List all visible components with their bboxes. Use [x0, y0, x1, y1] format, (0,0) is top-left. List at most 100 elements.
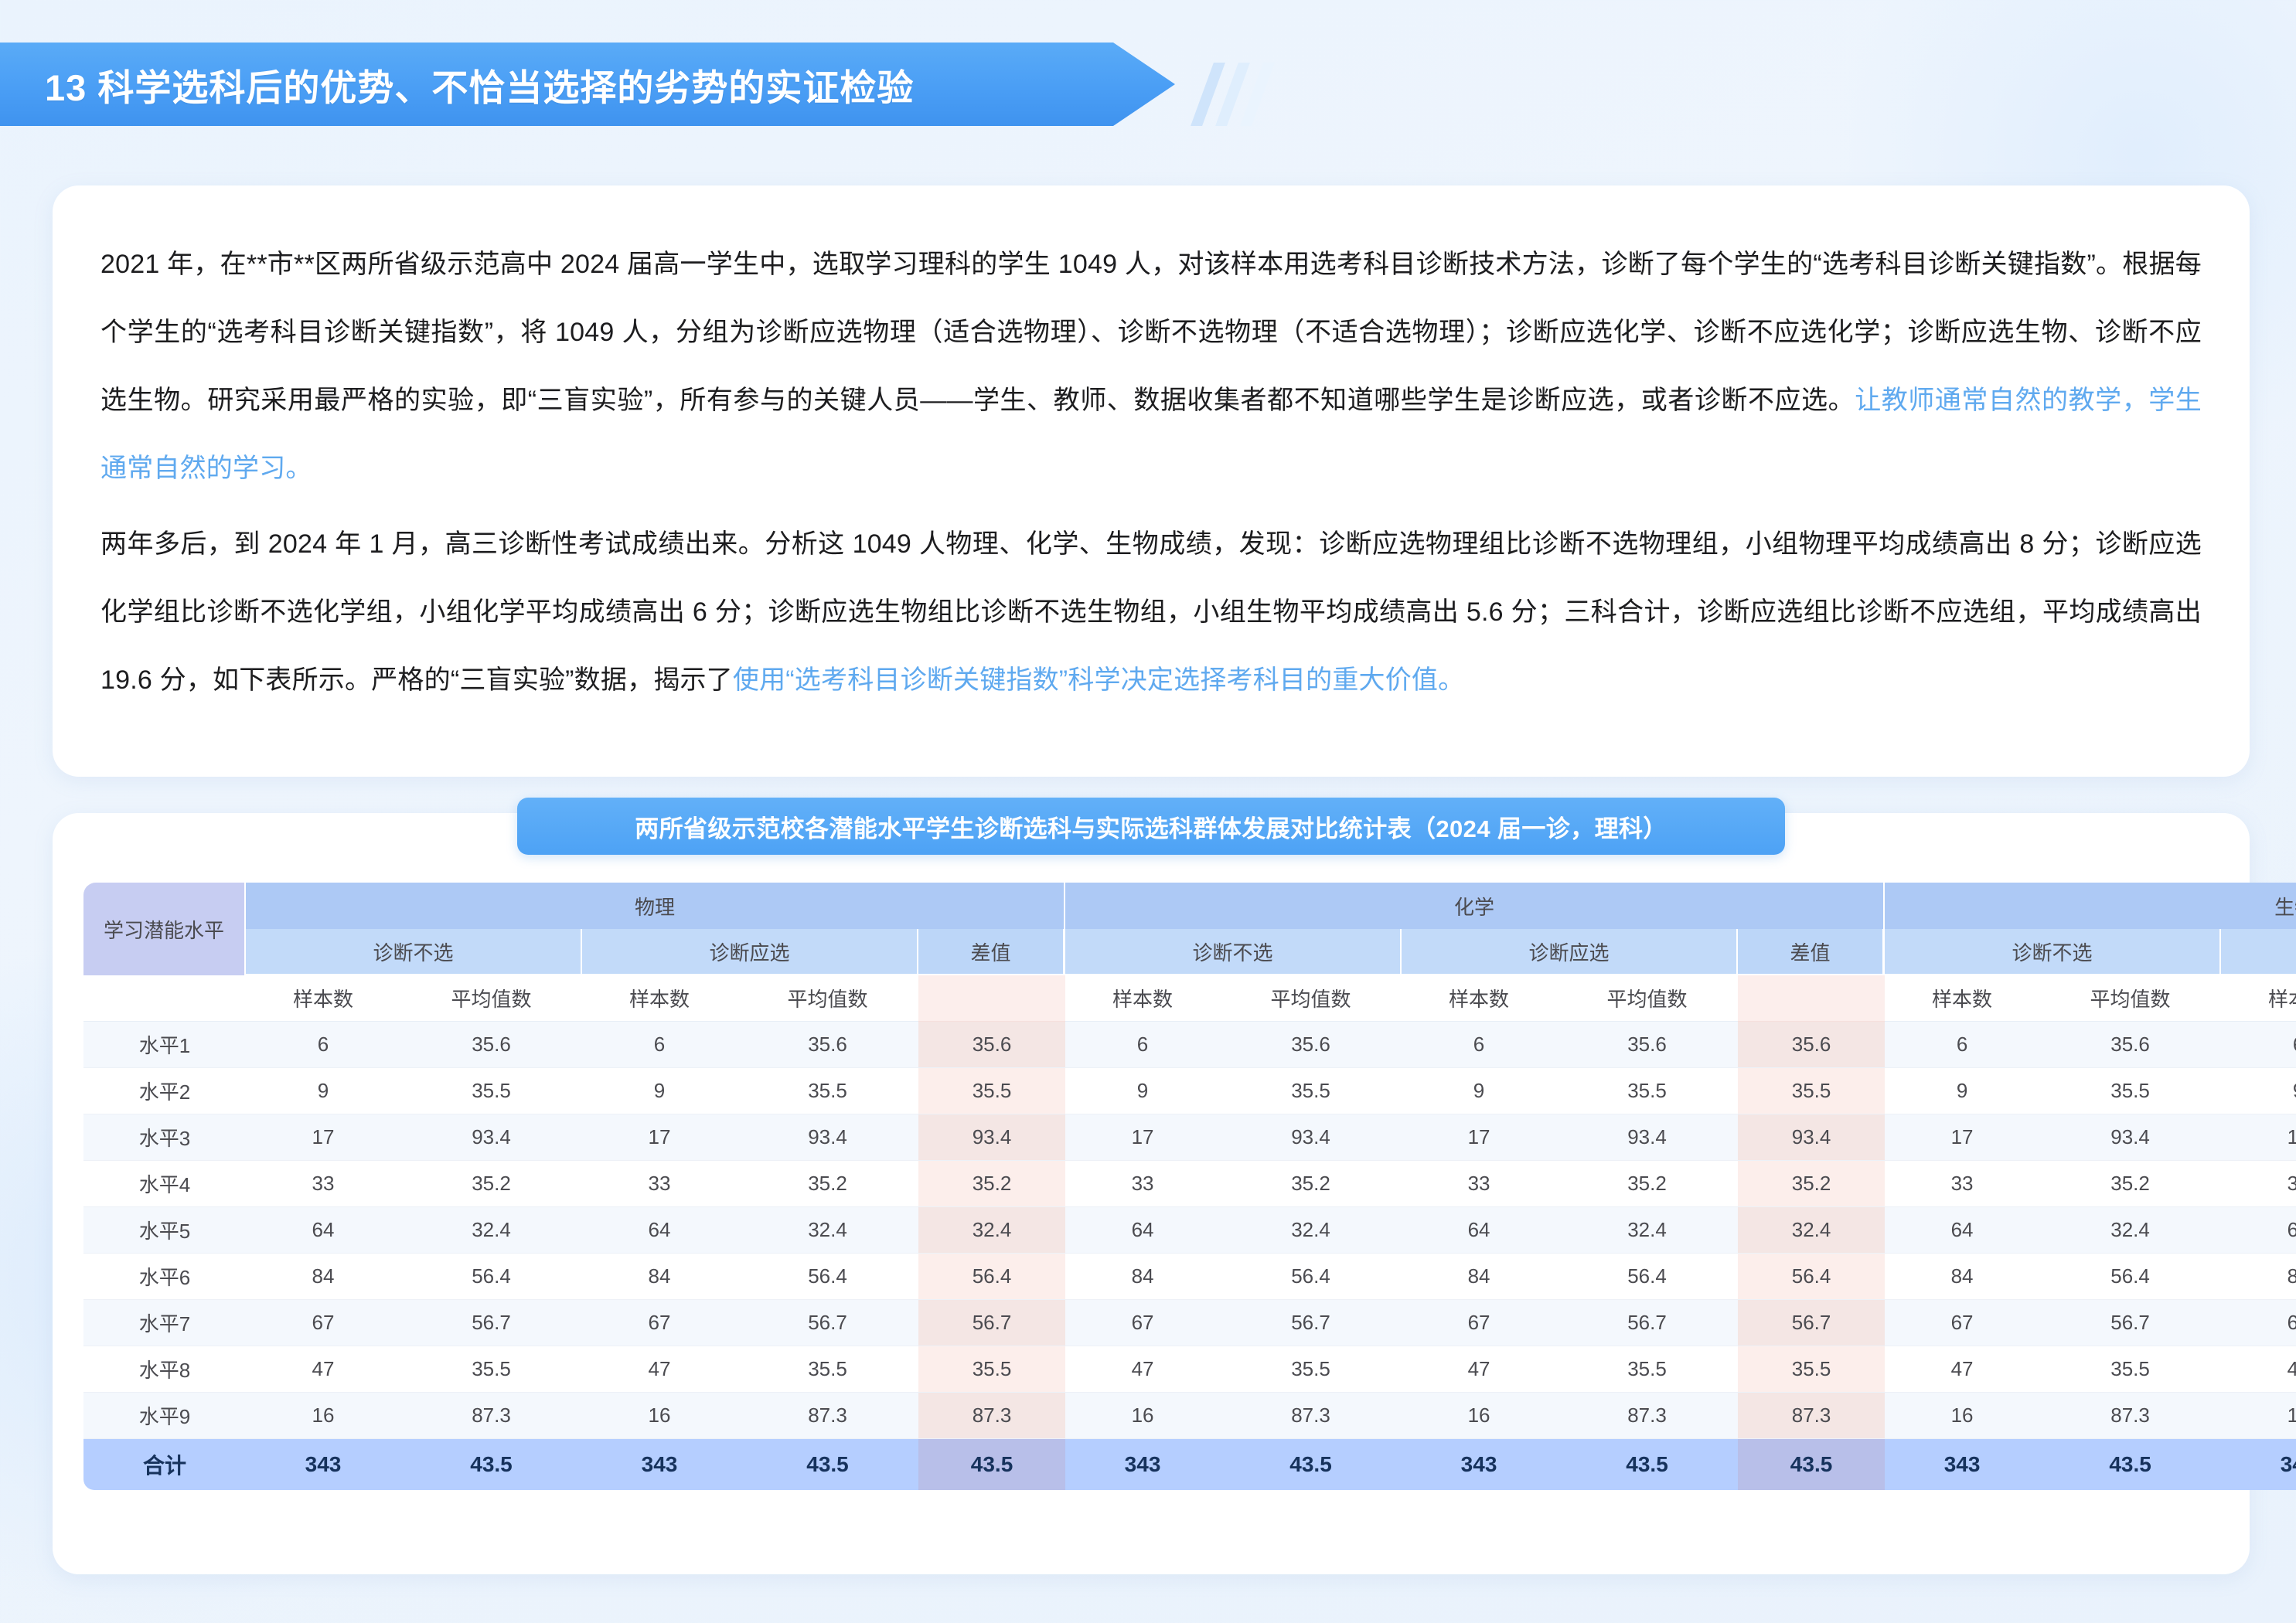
cell-physics-sel-average: 35.5	[737, 1068, 918, 1114]
header-metric-physics-diff-blank	[918, 975, 1066, 1022]
cell-chemistry-nosel-average: 93.4	[1220, 1114, 1402, 1161]
paragraph-2-text: 两年多后，到 2024 年 1 月，高三诊断性考试成绩出来。分析这 1049 人…	[100, 529, 2202, 695]
row-level-label: 水平1	[83, 1022, 246, 1068]
cell-chemistry-sel-count: 47	[1402, 1346, 1557, 1393]
cell-physics-sel-count: 33	[582, 1161, 737, 1207]
cell-physics-sel-count: 17	[582, 1114, 737, 1161]
cell-physics-nosel-average: 35.2	[400, 1161, 582, 1207]
table-row: 水平1635.6635.635.6635.6635.635.6635.6635.…	[83, 1022, 2296, 1068]
cell-chemistry-difference: 93.4	[1738, 1114, 1886, 1161]
cell-biology-nosel-count: 343	[1885, 1439, 2040, 1490]
cell-chemistry-sel-average: 93.4	[1556, 1114, 1739, 1161]
header-group-chemistry-difference: 差值	[1738, 929, 1886, 975]
row-level-label: 水平2	[83, 1068, 246, 1114]
cell-physics-sel-count: 67	[582, 1300, 737, 1346]
cell-chemistry-sel-count: 6	[1402, 1022, 1557, 1068]
cell-biology-nosel-average: 35.2	[2039, 1161, 2222, 1207]
cell-physics-sel-count: 84	[582, 1254, 737, 1300]
header-subject-chemistry: 化学	[1065, 883, 1886, 929]
header-subject-biology: 生物	[1885, 883, 2296, 929]
paragraph-1-text: 2021 年，在**市**区两所省级示范高中 2024 届高一学生中，选取学习理…	[100, 250, 2202, 415]
cell-chemistry-difference: 35.5	[1738, 1346, 1886, 1393]
cell-physics-sel-average: 32.4	[737, 1207, 918, 1254]
cell-biology-nosel-average: 43.5	[2039, 1439, 2222, 1490]
header-group-physics-not-selected: 诊断不选	[246, 929, 582, 975]
cell-physics-sel-average: 56.7	[737, 1300, 918, 1346]
cell-physics-nosel-average: 32.4	[400, 1207, 582, 1254]
cell-physics-nosel-average: 35.6	[400, 1022, 582, 1068]
cell-biology-sel-count: 16	[2221, 1393, 2296, 1439]
row-level-label: 合计	[83, 1439, 246, 1490]
cell-chemistry-sel-count: 33	[1402, 1161, 1557, 1207]
cell-biology-nosel-count: 67	[1885, 1300, 2040, 1346]
row-level-label: 水平4	[83, 1161, 246, 1207]
cell-physics-nosel-count: 343	[246, 1439, 400, 1490]
cell-biology-sel-count: 17	[2221, 1114, 2296, 1161]
header-metric-chemistry-sel-average: 平均值数	[1556, 975, 1739, 1022]
cell-biology-nosel-count: 17	[1885, 1114, 2040, 1161]
table-row: 水平2935.5935.535.5935.5935.535.5935.5935.…	[83, 1068, 2296, 1114]
cell-biology-nosel-count: 16	[1885, 1393, 2040, 1439]
cell-physics-sel-count: 47	[582, 1346, 737, 1393]
cell-biology-nosel-average: 93.4	[2039, 1114, 2222, 1161]
table-title-bar: 两所省级示范校各潜能水平学生诊断选科与实际选科群体发展对比统计表（2024 届一…	[517, 798, 1785, 855]
table-row: 水平6 84 56.4 84 56.4 56.4 84 56.4 84 56.4 56.4 84 56.…	[83, 1254, 2296, 1300]
cell-physics-nosel-count: 17	[246, 1114, 400, 1161]
cell-physics-sel-count: 343	[582, 1439, 737, 1490]
cell-chemistry-nosel-count: 343	[1065, 1439, 1221, 1490]
cell-physics-difference: 87.3	[918, 1393, 1066, 1439]
banner-slash-decoration-icon	[1191, 63, 1287, 126]
cell-physics-difference: 93.4	[918, 1114, 1066, 1161]
cell-chemistry-sel-count: 64	[1402, 1207, 1557, 1254]
cell-physics-difference: 35.5	[918, 1068, 1066, 1114]
cell-physics-nosel-count: 9	[246, 1068, 400, 1114]
cell-physics-nosel-average: 35.5	[400, 1346, 582, 1393]
cell-chemistry-difference: 35.5	[1738, 1068, 1886, 1114]
cell-chemistry-difference: 35.2	[1738, 1161, 1886, 1207]
cell-chemistry-difference: 56.7	[1738, 1300, 1886, 1346]
row-level-label: 水平9	[83, 1393, 246, 1439]
cell-physics-sel-count: 16	[582, 1393, 737, 1439]
cell-chemistry-sel-average: 35.6	[1556, 1022, 1739, 1068]
cell-physics-sel-average: 35.2	[737, 1161, 918, 1207]
cell-chemistry-nosel-average: 35.5	[1220, 1346, 1402, 1393]
cell-chemistry-sel-average: 87.3	[1556, 1393, 1739, 1439]
cell-chemistry-difference: 56.4	[1738, 1254, 1886, 1300]
cell-physics-difference: 32.4	[918, 1207, 1066, 1254]
cell-biology-nosel-count: 33	[1885, 1161, 2040, 1207]
cell-biology-sel-count: 343	[2221, 1439, 2296, 1490]
page-title: 13 科学选科后的优势、不恰当选择的劣势的实证检验	[45, 66, 915, 108]
cell-chemistry-sel-average: 35.2	[1556, 1161, 1739, 1207]
header-subject-physics: 物理	[246, 883, 1066, 929]
cell-biology-sel-count: 6	[2221, 1022, 2296, 1068]
cell-chemistry-sel-average: 43.5	[1556, 1439, 1739, 1490]
cell-biology-sel-count: 84	[2221, 1254, 2296, 1300]
header-metric-biology-sel-count: 样本数	[2221, 975, 2296, 1022]
cell-chemistry-nosel-average: 43.5	[1220, 1439, 1402, 1490]
header-metric-blank-corner	[83, 975, 246, 1022]
comparison-statistics-table: 学习潜能水平 物理 化学 生物 诊断不选 诊断应选 差值 诊断不选 诊断应选 差…	[83, 883, 2296, 1490]
cell-chemistry-sel-average: 32.4	[1556, 1207, 1739, 1254]
cell-physics-sel-count: 9	[582, 1068, 737, 1114]
cell-biology-sel-count: 33	[2221, 1161, 2296, 1207]
header-metric-chemistry-diff-blank	[1738, 975, 1886, 1022]
header-metric-physics-sel-average: 平均值数	[737, 975, 918, 1022]
cell-chemistry-nosel-average: 32.4	[1220, 1207, 1402, 1254]
cell-physics-difference: 43.5	[918, 1439, 1066, 1490]
cell-chemistry-sel-average: 56.7	[1556, 1300, 1739, 1346]
header-group-biology-not-selected: 诊断不选	[1885, 929, 2222, 975]
cell-biology-nosel-count: 84	[1885, 1254, 2040, 1300]
cell-physics-nosel-count: 6	[246, 1022, 400, 1068]
cell-physics-nosel-count: 33	[246, 1161, 400, 1207]
cell-physics-sel-average: 43.5	[737, 1439, 918, 1490]
cell-chemistry-difference: 87.3	[1738, 1393, 1886, 1439]
table-head: 学习潜能水平 物理 化学 生物 诊断不选 诊断应选 差值 诊断不选 诊断应选 差…	[83, 883, 2296, 1022]
cell-physics-sel-count: 64	[582, 1207, 737, 1254]
cell-chemistry-sel-count: 343	[1402, 1439, 1557, 1490]
row-level-label: 水平3	[83, 1114, 246, 1161]
cell-biology-nosel-count: 9	[1885, 1068, 2040, 1114]
cell-chemistry-nosel-count: 16	[1065, 1393, 1221, 1439]
cell-physics-difference: 35.6	[918, 1022, 1066, 1068]
header-corner-learning-potential: 学习潜能水平	[83, 883, 246, 975]
header-group-biology-should-select: 诊断应选	[2221, 929, 2296, 975]
